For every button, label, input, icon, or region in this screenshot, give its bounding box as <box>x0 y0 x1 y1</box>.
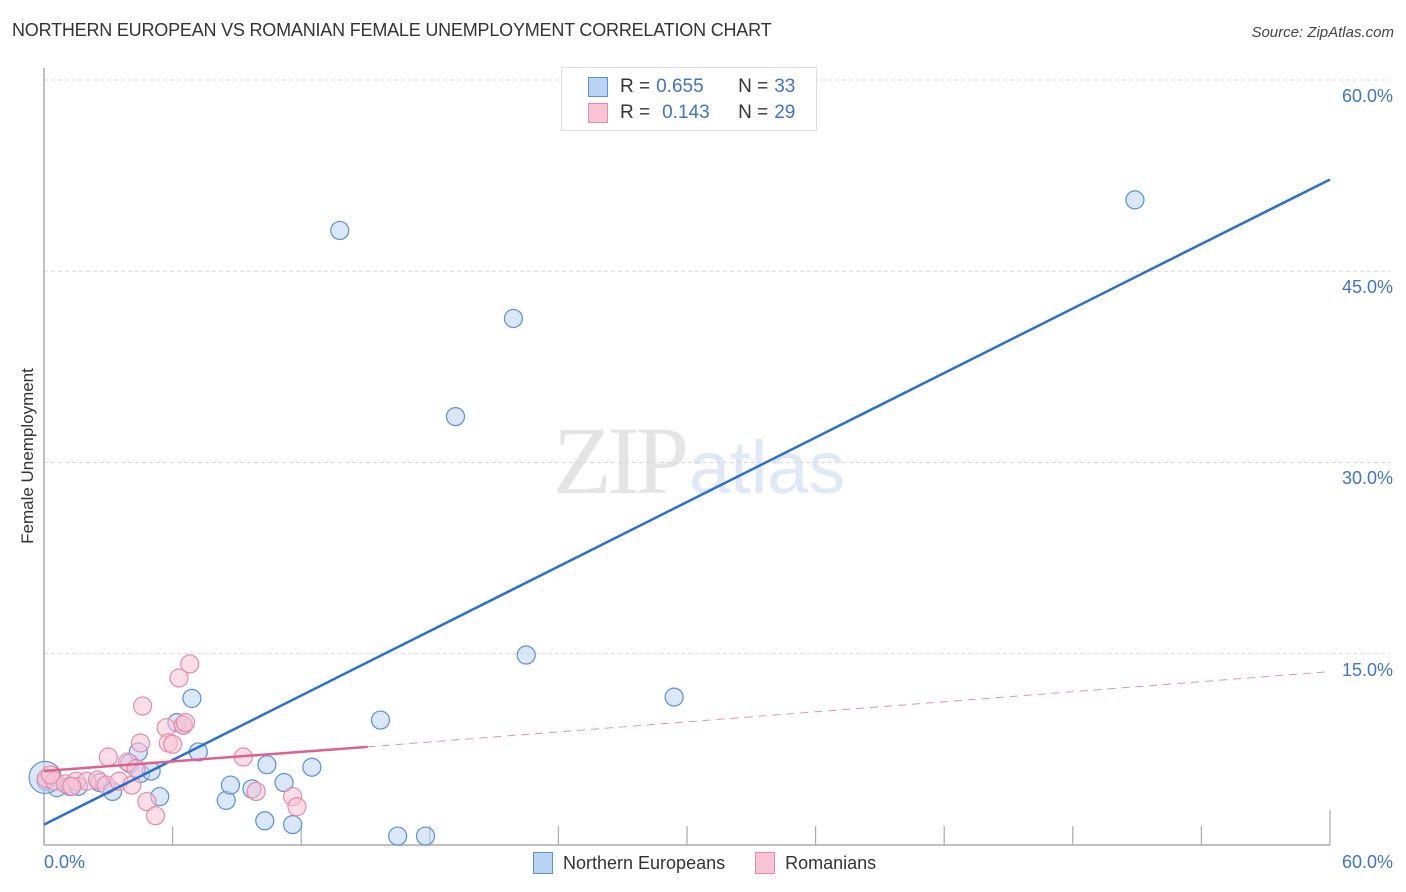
data-point <box>257 755 277 775</box>
stats-legend: R = 0.655 N = 33 R = 0.143 N = 29 <box>561 67 817 131</box>
data-point <box>445 407 466 427</box>
data-point <box>40 765 61 785</box>
data-point <box>132 696 153 716</box>
source-label: Source: ZipAtlas.com <box>1251 24 1394 41</box>
blue-swatch-icon <box>533 852 553 874</box>
pink-swatch-icon <box>755 852 776 874</box>
r-value: 0.143 <box>662 102 710 123</box>
watermark: ZIPatlas <box>553 405 845 516</box>
pink-swatch-icon <box>588 103 608 123</box>
gridlines <box>44 79 1390 655</box>
y-tick-45: 45.0% <box>1341 277 1393 297</box>
data-point <box>246 781 266 802</box>
data-point <box>175 712 196 733</box>
y-tick-30: 30.0% <box>1341 468 1393 488</box>
data-point <box>163 734 183 754</box>
data-point <box>145 806 166 826</box>
watermark-zip: ZIP <box>553 407 689 514</box>
data-point <box>330 220 350 241</box>
series-legend: Northern Europeans Romanians <box>533 852 906 874</box>
data-point <box>62 776 82 796</box>
data-point <box>302 757 322 777</box>
data-point <box>388 826 408 846</box>
legend-row-northern-europeans: R = 0.655 N = 33 <box>588 75 795 99</box>
series-romanians <box>36 654 307 826</box>
trendline-romanians-extrapolated <box>367 671 1331 748</box>
y-tick-15: 15.0% <box>1341 660 1393 680</box>
legend-item-romanians[interactable]: Romanians <box>755 852 876 874</box>
data-point <box>516 645 536 665</box>
watermark-atlas: atlas <box>689 426 846 509</box>
data-point <box>283 814 303 835</box>
data-point <box>503 308 523 329</box>
data-point <box>1125 190 1145 210</box>
data-point <box>664 687 684 707</box>
data-point <box>180 654 200 674</box>
data-point <box>130 733 151 753</box>
data-point <box>220 775 241 795</box>
trendlines <box>43 178 1331 826</box>
x-tick-min: 0.0% <box>44 852 86 872</box>
data-point <box>98 747 118 767</box>
legend-item-northern-europeans[interactable]: Northern Europeans <box>533 852 725 874</box>
r-label: R = <box>620 102 651 123</box>
y-axis-label: Female Unemployment <box>18 368 37 544</box>
n-value: 29 <box>774 102 796 123</box>
trendline-romanians <box>43 745 368 773</box>
data-point <box>169 668 189 688</box>
n-label: N = <box>738 102 769 123</box>
data-point <box>415 826 436 846</box>
legend-label: Romanians <box>785 852 877 873</box>
n-label: N = <box>738 76 769 97</box>
blue-swatch-icon <box>588 77 608 97</box>
n-value: 33 <box>774 76 796 97</box>
data-point <box>255 811 275 831</box>
y-tick-60: 60.0% <box>1341 86 1393 106</box>
r-value: 0.655 <box>656 76 704 97</box>
data-point <box>137 792 157 812</box>
data-point <box>122 775 142 795</box>
legend-row-romanians: R = 0.143 N = 29 <box>588 101 795 125</box>
data-point <box>274 772 294 793</box>
x-tick-max: 60.0% <box>1341 852 1393 872</box>
data-point <box>287 797 307 817</box>
chart-title: NORTHERN EUROPEAN VS ROMANIAN FEMALE UNE… <box>12 20 772 40</box>
data-point <box>182 688 202 708</box>
r-label: R = <box>620 76 651 97</box>
trendline-northern-europeans <box>43 178 1331 826</box>
data-point <box>370 710 391 730</box>
legend-label: Northern Europeans <box>563 852 726 873</box>
